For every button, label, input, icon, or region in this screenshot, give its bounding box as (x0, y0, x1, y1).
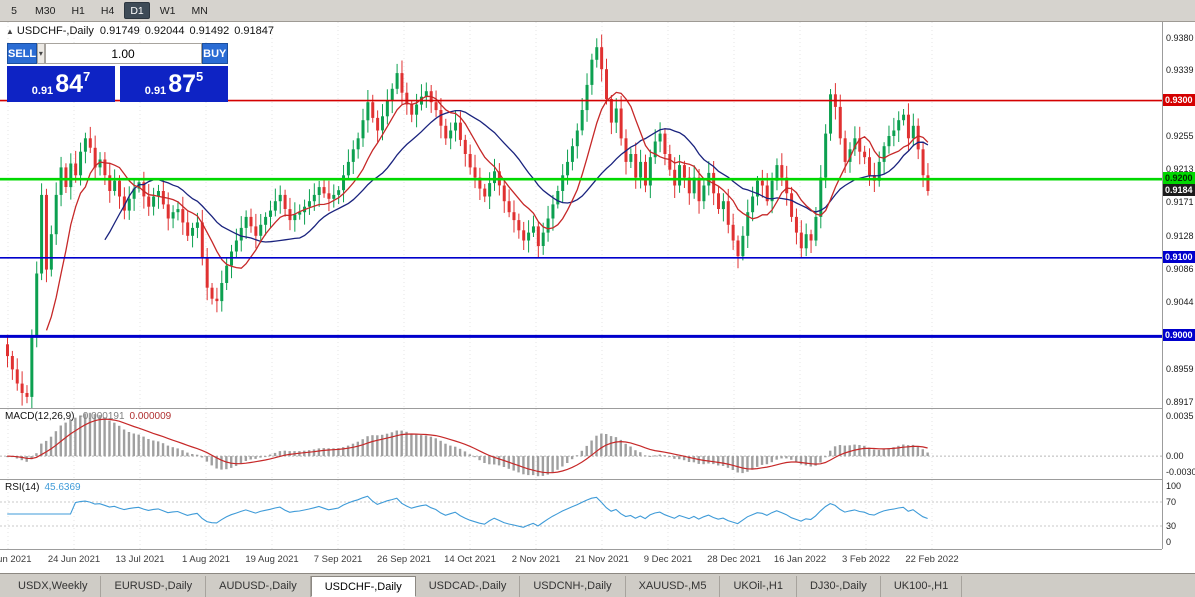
lot-size-input[interactable] (44, 43, 202, 64)
date-axis-label: 16 Jan 2022 (773, 554, 827, 565)
price-tag-0.9184: 0.9184 (1163, 184, 1195, 197)
timeframe-button-h1[interactable]: H1 (71, 5, 85, 17)
macd-label: MACD(12,26,9) -0.000191 0.000009 (5, 411, 176, 422)
rsi-label: RSI(14) 45.6369 (5, 482, 86, 493)
chart-tab-ukoil--h1[interactable]: UKOil-,H1 (720, 576, 797, 597)
price-axis-label: 0.9086 (1166, 263, 1194, 274)
price-axis-label: 0.9339 (1166, 64, 1194, 75)
lot-dropdown-icon[interactable]: ▾ (37, 43, 45, 64)
macd-plot (0, 409, 1162, 479)
panel-collapse-icon[interactable]: ▲ (6, 27, 14, 36)
chart-info-bar: ▲ USDCHF-,Daily 0.91749 0.92044 0.91492 0.918… (6, 25, 279, 37)
timeframe-button-d1[interactable]: D1 (124, 2, 150, 19)
date-axis-label: 2 Nov 2021 (511, 554, 561, 565)
macd-name: MACD(12,26,9) (5, 411, 75, 422)
price-axis-label: 0.9171 (1166, 196, 1194, 207)
date-axis-label: 9 Dec 2021 (643, 554, 693, 565)
date-axis-label: 1 Aug 2021 (181, 554, 231, 565)
chart-tab-usdcnh--daily[interactable]: USDCNH-,Daily (520, 576, 626, 597)
chart-tab-eurusd--daily[interactable]: EURUSD-,Daily (101, 576, 207, 597)
macd-axis-label: -0.0030 (1166, 467, 1195, 477)
date-axis-label: 28 Dec 2021 (707, 554, 761, 565)
rsi-axis-label: 100 (1166, 481, 1182, 491)
rsi-plot (0, 480, 1162, 549)
price-tag-0.9100: 0.9100 (1163, 250, 1195, 263)
macd-main-value: -0.000191 (79, 411, 125, 422)
sell-price-pipette: 7 (83, 69, 91, 84)
ohlc-open: 0.91749 (99, 25, 140, 37)
sell-price-big-figure: 84 (55, 70, 83, 98)
date-axis-label: 26 Sep 2021 (377, 554, 431, 565)
one-click-trading-panel: SELL ▾ BUY 0.91 84 7 0.91 87 5 (7, 43, 228, 102)
macd-signal-value: 0.000009 (129, 411, 172, 422)
chart-tab-usdchf--daily[interactable]: USDCHF-,Daily (310, 576, 416, 597)
chart-tabs-bar: USDX,Weekly EURUSD-,Daily AUDUSD-,Daily USD… (0, 573, 1195, 597)
candlestick-chart[interactable] (0, 22, 1162, 408)
macd-axis-label: 0.0035 (1166, 411, 1194, 421)
price-tag-0.9000: 0.9000 (1163, 329, 1195, 342)
buy-price-prefix: 0.91 (144, 85, 167, 97)
sell-price-display[interactable]: 0.91 84 7 (7, 66, 115, 102)
ohlc-low: 0.91492 (189, 25, 230, 37)
chart-symbol-label: USDCHF-,Daily (16, 25, 94, 37)
sell-button[interactable]: SELL (7, 43, 38, 64)
price-axis-label: 0.8917 (1166, 396, 1194, 407)
timeframe-button-m30[interactable]: M30 (35, 5, 56, 17)
rsi-axis-label: 30 (1166, 521, 1177, 531)
rsi-panel[interactable]: RSI(14) 45.6369 (0, 479, 1162, 549)
date-axis-label: 7 Sep 2021 (313, 554, 363, 565)
ohlc-close: 0.91847 (234, 25, 274, 37)
main-chart-panel[interactable]: ▲ USDCHF-,Daily 0.91749 0.92044 0.91492 0.918… (0, 22, 1162, 408)
chart-tab-usdcad--daily[interactable]: USDCAD-,Daily (416, 576, 521, 597)
timeframe-button-5[interactable]: 5 (11, 5, 17, 17)
sell-price-prefix: 0.91 (31, 85, 54, 97)
chart-tab-xauusd--m5[interactable]: XAUUSD-,M5 (626, 576, 721, 597)
timeframe-button-w1[interactable]: W1 (159, 5, 176, 17)
buy-price-pipette: 5 (196, 69, 204, 84)
ohlc-high: 0.92044 (144, 25, 185, 37)
chart-window: ▲ USDCHF-,Daily 0.91749 0.92044 0.91492 0.918… (0, 22, 1195, 573)
date-axis-label: 22 Feb 2022 (905, 554, 959, 565)
buy-price-display[interactable]: 0.91 87 5 (120, 66, 228, 102)
timeframe-button-h4[interactable]: H4 (100, 5, 115, 17)
date-axis-label: 19 Aug 2021 (245, 554, 299, 565)
rsi-axis-label: 0 (1166, 537, 1172, 547)
timeframe-button-mn[interactable]: MN (191, 5, 208, 17)
price-tag-0.9300: 0.9300 (1163, 93, 1195, 106)
price-axis[interactable]: 0.93800.93390.92970.92550.92130.91710.91… (1162, 22, 1195, 549)
date-axis-label: 6 Jun 2021 (0, 554, 32, 565)
rsi-name: RSI(14) (5, 482, 40, 493)
date-axis-label: 14 Oct 2021 (444, 554, 496, 565)
date-axis-label: 13 Jul 2021 (115, 554, 165, 565)
price-axis-label: 0.9044 (1166, 296, 1194, 307)
chart-tab-usdx-weekly[interactable]: USDX,Weekly (5, 576, 102, 597)
rsi-axis-label: 70 (1166, 497, 1177, 507)
chart-tab-uk100--h1[interactable]: UK100-,H1 (881, 576, 963, 597)
chart-tab-audusd--daily[interactable]: AUDUSD-,Daily (206, 576, 311, 597)
date-axis-label: 24 Jun 2021 (47, 554, 101, 565)
price-axis-label: 0.8959 (1166, 363, 1194, 374)
timeframe-toolbar: 5 M30 H1 H4 D1 W1 MN (0, 0, 1195, 22)
price-axis-label: 0.9213 (1166, 163, 1194, 174)
date-axis-label: 3 Feb 2022 (841, 554, 891, 565)
price-axis-label: 0.9255 (1166, 130, 1194, 141)
price-axis-label: 0.9128 (1166, 230, 1194, 241)
macd-axis-label: 0.00 (1166, 451, 1184, 462)
date-axis[interactable]: 6 Jun 2021 24 Jun 2021 13 Jul 2021 1 Aug 20… (0, 549, 1162, 573)
price-axis-label: 0.9380 (1166, 32, 1194, 43)
buy-price-big-figure: 87 (168, 70, 196, 98)
rsi-value: 45.6369 (44, 482, 81, 493)
price-tag-0.9200: 0.9200 (1163, 172, 1195, 185)
chart-tab-dj30--daily[interactable]: DJ30-,Daily (797, 576, 881, 597)
date-axis-label: 21 Nov 2021 (575, 554, 629, 565)
buy-button[interactable]: BUY (201, 43, 228, 64)
macd-panel[interactable]: MACD(12,26,9) -0.000191 0.000009 (0, 408, 1162, 479)
